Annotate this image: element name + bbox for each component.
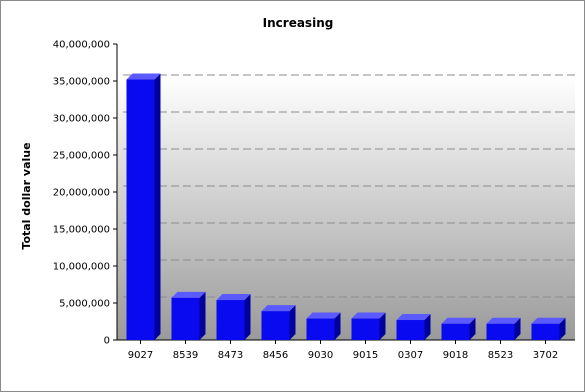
x-tick-label: 9030 (308, 350, 333, 361)
bar-top (171, 291, 206, 298)
y-tick-label: 25,000,000 (53, 151, 110, 162)
bar-side (469, 317, 476, 340)
bar-top (261, 305, 296, 312)
y-tick-label: 40,000,000 (53, 40, 110, 51)
bar (441, 317, 476, 340)
x-tick-label: 9015 (353, 350, 378, 361)
y-tick-label: 0 (104, 336, 110, 347)
y-tick-label: 5,000,000 (59, 299, 110, 310)
bar-top (396, 314, 431, 321)
x-tick-label: 9027 (128, 350, 153, 361)
bar-side (424, 314, 431, 340)
x-tick-label: 8539 (173, 350, 198, 361)
bar-side (514, 317, 521, 340)
bar-front (531, 323, 560, 340)
bar-top (306, 312, 341, 319)
bar (171, 291, 206, 340)
bar-front (171, 297, 200, 340)
x-tick-label: 3702 (533, 350, 558, 361)
y-axis-label: Total dollar value (20, 142, 33, 249)
y-tick-label: 20,000,000 (53, 188, 110, 199)
bar-top (486, 317, 521, 324)
bar-top (351, 312, 386, 319)
bar (351, 312, 386, 340)
bar-side (199, 291, 206, 340)
y-tick-label: 15,000,000 (53, 225, 110, 236)
bar-side (334, 312, 341, 340)
bar-front (216, 300, 245, 340)
bar-top (126, 73, 161, 80)
x-tick-label: 9018 (443, 350, 468, 361)
x-tick-label: 0307 (398, 350, 423, 361)
bar-top (441, 317, 476, 324)
y-axis-ticks: 0 5,000,000 10,000,000 15,000,000 20,000,000… (53, 40, 117, 347)
chart-title: Increasing (263, 16, 334, 30)
bar-side (154, 73, 161, 341)
bar (261, 305, 296, 340)
bar-front (351, 318, 380, 340)
bar-front (441, 323, 470, 340)
bar (216, 294, 251, 340)
x-axis-ticks: 9027 8539 8473 8456 9030 9015 0307 9018 8523 3702 (128, 340, 558, 361)
bar-front (261, 311, 290, 340)
x-tick-label: 8523 (488, 350, 513, 361)
bar-top (216, 294, 251, 301)
x-tick-label: 8473 (218, 350, 243, 361)
plot-background (117, 76, 575, 340)
y-tick-label: 35,000,000 (53, 77, 110, 88)
y-tick-label: 30,000,000 (53, 114, 110, 125)
y-tick-label: 10,000,000 (53, 262, 110, 273)
bar-top (531, 317, 566, 324)
bar (306, 312, 341, 340)
bar-side (559, 317, 566, 340)
bar (531, 317, 566, 340)
bars (126, 73, 566, 341)
bar (486, 317, 521, 340)
bar-front (486, 323, 515, 340)
bar-front (396, 320, 425, 340)
bar-front (306, 318, 335, 340)
bar (126, 73, 161, 341)
bar (396, 314, 431, 340)
bar-side (379, 312, 386, 340)
bar-front (126, 79, 155, 341)
x-tick-label: 8456 (263, 350, 288, 361)
bar-side (244, 294, 251, 340)
bar-side (289, 305, 296, 340)
